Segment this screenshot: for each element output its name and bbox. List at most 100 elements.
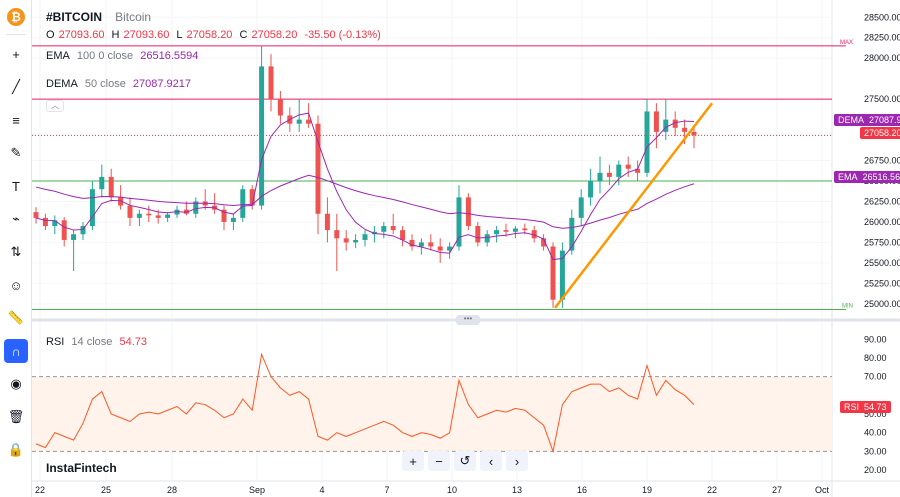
ema-legend[interactable]: EMA 100 0 close 26516.5594: [46, 50, 202, 62]
price-axis-label: 25000.00: [864, 299, 900, 309]
price-axis-label: 25750.00: [864, 237, 900, 247]
candle-body: [343, 238, 349, 243]
rsi-axis-label: 30.00: [864, 446, 887, 456]
candle-body: [165, 214, 171, 218]
ohlc-close-label: C: [239, 29, 248, 41]
candle-body: [428, 242, 434, 247]
candle-body: [682, 127, 688, 132]
candle-body: [259, 66, 265, 206]
candle-body: [61, 220, 67, 240]
candle-body: [484, 234, 490, 243]
eye-icon[interactable]: ◉: [10, 376, 22, 391]
candle-body: [315, 123, 321, 214]
rsi-band: [32, 376, 832, 452]
brush-icon[interactable]: ✎: [10, 145, 22, 160]
symbol-legend: #BITCOIN Bitcoin: [46, 10, 155, 24]
dema-value: 27087.9217: [132, 78, 192, 90]
price-axis-label: 28250.00: [864, 33, 900, 43]
candle-body: [503, 230, 509, 232]
ohlc-low-label: L: [176, 29, 183, 41]
ohlc-open-value: 27093.60: [58, 29, 105, 41]
crosshair-icon[interactable]: +: [12, 46, 20, 62]
candle-body: [390, 226, 396, 231]
candle-body: [71, 234, 77, 240]
chart-area[interactable]: 28500.00 28250.00 28000.00 27500.00 26750.00…: [32, 0, 900, 497]
candle-body: [653, 111, 659, 132]
price-axis-label: 25250.00: [864, 278, 900, 288]
candle-body: [550, 246, 556, 300]
dema-line: [35, 112, 695, 261]
time-axis-label: 4: [319, 485, 324, 495]
rsi-value-tag: RSI 54.73: [840, 401, 891, 413]
trend-line-icon[interactable]: ╱: [12, 79, 20, 94]
scroll-back-button[interactable]: ‹: [480, 451, 502, 471]
candle-body: [409, 239, 415, 247]
last-price-tag: 27058.20: [860, 127, 900, 139]
prediction-icon[interactable]: ⇅: [10, 244, 22, 259]
candle-body: [663, 119, 669, 132]
ohlc-low-value: 27058.20: [186, 29, 233, 41]
candle-body: [588, 181, 594, 198]
candle-body: [400, 230, 406, 240]
price-axis-label: 26750.00: [864, 156, 900, 166]
magnet-icon[interactable]: ∩: [4, 339, 28, 363]
candle-body: [475, 226, 481, 243]
candle-body: [559, 250, 565, 300]
min-label: MIN: [842, 304, 853, 310]
pane-resize-handle[interactable]: •••: [456, 315, 480, 325]
time-axis-label: 13: [512, 485, 522, 495]
zoom-out-button[interactable]: −: [428, 451, 450, 471]
rsi-axis-label: 50.00: [864, 409, 887, 419]
price-axis-label: 28500.00: [864, 12, 900, 22]
rsi-line: [35, 352, 695, 454]
symbol-name: Bitcoin: [115, 10, 152, 24]
candle-body: [221, 209, 227, 222]
candle-body: [193, 201, 199, 214]
candle-body: [306, 119, 312, 124]
candle-body: [616, 164, 622, 177]
time-axis-label: 25: [101, 485, 111, 495]
ema-name: EMA: [46, 50, 70, 62]
candle-body: [118, 197, 124, 206]
fib-icon[interactable]: ≡: [12, 112, 20, 128]
text-icon[interactable]: T: [12, 178, 20, 194]
zoom-in-button[interactable]: +: [402, 451, 424, 471]
collapse-legend-button[interactable]: ︿: [46, 100, 64, 112]
ohlc-legend: O 27093.60 H 27093.60 L 27058.20 C 27058.20 …: [46, 29, 385, 41]
candle-body: [249, 189, 255, 206]
candle-body: [136, 213, 142, 218]
rsi-legend[interactable]: RSI 14 close 54.73: [46, 336, 151, 348]
candle-body: [541, 238, 547, 247]
ohlc-high-label: H: [111, 29, 120, 41]
chart-canvas[interactable]: 28500.00 28250.00 28000.00 27500.00 26750.00…: [32, 0, 900, 497]
candle-body: [381, 226, 387, 232]
emoji-icon[interactable]: ☺: [9, 277, 23, 293]
candle-body: [277, 99, 283, 116]
trash-icon[interactable]: 🗑: [7, 409, 25, 424]
time-axis-label: 7: [384, 485, 389, 495]
ema-params: 100 0 close: [76, 50, 134, 62]
pattern-icon[interactable]: ⌁: [12, 211, 20, 226]
navigation-bar: + − ↺ ‹ ›: [402, 451, 528, 471]
candle-body: [691, 131, 697, 136]
dema-legend[interactable]: DEMA 50 close 27087.9217: [46, 78, 195, 90]
candle-body: [447, 246, 453, 251]
ohlc-high-value: 27093.60: [123, 29, 170, 41]
candle-body: [42, 217, 48, 227]
dema-name: DEMA: [46, 78, 78, 90]
candle-body: [155, 215, 161, 218]
scroll-forward-button[interactable]: ›: [506, 451, 528, 471]
bitcoin-logo-icon: ₿: [7, 8, 25, 26]
ruler-icon[interactable]: 📏: [7, 310, 25, 325]
candle-body: [456, 197, 462, 247]
trend-line: [554, 102, 713, 309]
candle-body: [465, 197, 471, 227]
watermark-logo: InstaFintech: [46, 461, 117, 475]
dema-params: 50 close: [84, 78, 126, 90]
candle-body: [597, 172, 603, 182]
time-axis-label: 16: [577, 485, 587, 495]
lock-icon[interactable]: 🔒: [7, 442, 25, 457]
reset-chart-button[interactable]: ↺: [454, 451, 476, 471]
candle-body: [268, 66, 274, 100]
candle-body: [353, 239, 359, 243]
